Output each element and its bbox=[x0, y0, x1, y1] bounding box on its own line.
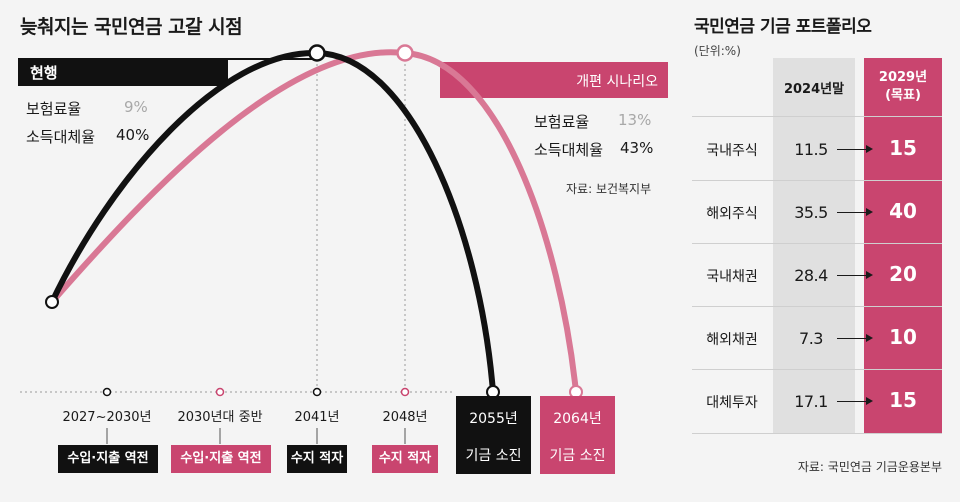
current-banner-bg bbox=[18, 58, 228, 86]
row-2029-domestic-bonds: 20 bbox=[889, 262, 917, 286]
current-depletion-event: 기금 소진 bbox=[465, 448, 522, 464]
column-2024-bg bbox=[773, 58, 855, 434]
reform-depletion-event: 기금 소진 bbox=[549, 448, 606, 464]
reform-replacement-value: 43% bbox=[620, 139, 654, 157]
event-badge-2027: 수입·지출 역전 bbox=[58, 445, 158, 473]
current-replacement-label: 소득대체율 bbox=[26, 128, 96, 146]
tick-dot-2041 bbox=[312, 387, 322, 397]
arrow-icon bbox=[837, 271, 873, 279]
row-2029-foreign-bonds: 10 bbox=[889, 325, 917, 349]
row-2029-foreign-stocks: 40 bbox=[889, 199, 917, 223]
portfolio-unit: (단위:%) bbox=[694, 44, 741, 58]
year-label-2027: 2027~2030년 bbox=[62, 410, 152, 425]
row-divider bbox=[692, 180, 942, 181]
row-2024-domestic-bonds: 28.4 bbox=[794, 266, 828, 285]
row-2029-domestic-stocks: 15 bbox=[889, 136, 917, 160]
current-peak-marker bbox=[308, 44, 326, 62]
current-replacement-value: 40% bbox=[116, 126, 150, 144]
header-2029-line1: 2029년 bbox=[878, 70, 928, 85]
chart-title: 늦춰지는 국민연금 고갈 시점 bbox=[20, 16, 243, 38]
arrow-icon bbox=[837, 145, 873, 153]
fund-depletion-chart: 늦춰지는 국민연금 고갈 시점 현행 bbox=[18, 16, 668, 474]
event-badge-2030s: 수입·지출 역전 bbox=[171, 445, 271, 473]
reform-banner-bg bbox=[440, 62, 668, 98]
row-2024-domestic-stocks: 11.5 bbox=[794, 140, 828, 159]
header-2024: 2024년말 bbox=[783, 82, 845, 97]
row-asset-domestic-stocks: 국내주식 bbox=[706, 143, 758, 159]
event-badge-2041: 수지 적자 bbox=[287, 445, 347, 473]
tick-dot-2030s bbox=[215, 387, 225, 397]
year-label-2048: 2048년 bbox=[382, 410, 428, 425]
row-divider bbox=[692, 243, 942, 244]
row-asset-foreign-bonds: 해외채권 bbox=[706, 332, 758, 348]
current-depletion-year: 2055년 bbox=[469, 411, 518, 427]
tick-dot-2048 bbox=[400, 387, 410, 397]
row-2024-foreign-stocks: 35.5 bbox=[794, 203, 828, 222]
row-asset-domestic-bonds: 국내채권 bbox=[706, 269, 758, 285]
year-label-2030s: 2030년대 중반 bbox=[177, 410, 263, 425]
current-premium-label: 보험료율 bbox=[26, 100, 82, 118]
depletion-curves bbox=[18, 44, 668, 474]
current-banner-label: 현행 bbox=[30, 64, 58, 82]
row-asset-foreign-stocks: 해외주식 bbox=[706, 206, 758, 222]
arrow-icon bbox=[837, 208, 873, 216]
reform-premium-label: 보험료율 bbox=[534, 113, 590, 131]
left-source: 자료: 보건복지부 bbox=[566, 182, 652, 196]
reform-peak-marker bbox=[396, 44, 414, 62]
current-depletion-box bbox=[456, 396, 531, 474]
row-2029-alternatives: 15 bbox=[889, 388, 917, 412]
reform-premium-value: 13% bbox=[618, 111, 652, 129]
portfolio-source: 자료: 국민연금 기금운용본부 bbox=[797, 460, 942, 474]
row-2024-foreign-bonds: 7.3 bbox=[799, 329, 823, 348]
row-divider bbox=[692, 306, 942, 307]
reform-banner-label: 개편 시나리오 bbox=[576, 74, 658, 90]
start-point bbox=[45, 295, 59, 309]
tick-dot-2027 bbox=[102, 387, 112, 397]
portfolio-title: 국민연금 기금 포트폴리오 bbox=[694, 17, 872, 37]
arrow-icon bbox=[837, 334, 873, 342]
row-asset-alternatives: 대체투자 bbox=[706, 395, 758, 411]
reform-depletion-year: 2064년 bbox=[553, 411, 602, 427]
row-divider bbox=[692, 369, 942, 370]
year-label-2041: 2041년 bbox=[294, 410, 340, 425]
column-2029-bg bbox=[864, 58, 942, 434]
row-divider bbox=[692, 433, 942, 434]
current-premium-value: 9% bbox=[124, 98, 148, 116]
event-badge-2048: 수지 적자 bbox=[372, 445, 438, 473]
row-2024-alternatives: 17.1 bbox=[794, 392, 828, 411]
header-2029-line2: (목표) bbox=[885, 88, 921, 103]
row-divider bbox=[692, 116, 942, 117]
arrow-icon bbox=[837, 397, 873, 405]
current-curve bbox=[49, 49, 496, 395]
reform-depletion-box bbox=[540, 396, 615, 474]
reform-replacement-label: 소득대체율 bbox=[534, 141, 604, 159]
